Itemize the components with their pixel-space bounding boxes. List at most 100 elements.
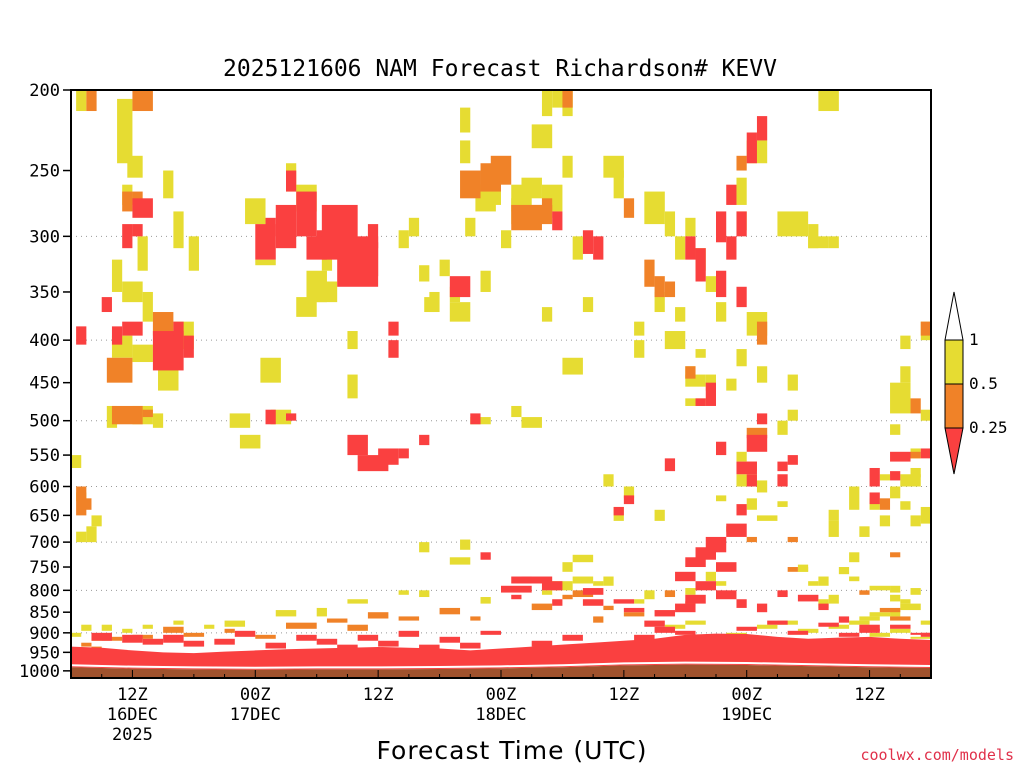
- ri-cell: [501, 230, 512, 249]
- ri-cell: [777, 211, 809, 237]
- ri-cell: [81, 498, 92, 510]
- ri-cell: [797, 567, 809, 572]
- ri-cell: [910, 515, 921, 527]
- ri-cell: [664, 211, 676, 237]
- ri-cell: [634, 599, 645, 604]
- ri-cell: [716, 211, 727, 243]
- ri-cell: [439, 259, 450, 277]
- ri-cell: [920, 506, 931, 521]
- ri-cell: [828, 594, 839, 604]
- ri-cell: [869, 585, 891, 591]
- ri-cell: [91, 632, 112, 641]
- ri-cell: [879, 498, 891, 510]
- ri-cell: [122, 281, 143, 303]
- ri-cell: [239, 434, 261, 449]
- x-tick-label: 12Z: [608, 685, 639, 705]
- ri-cell: [224, 620, 246, 627]
- ri-cell: [859, 616, 880, 621]
- ri-cell: [869, 467, 880, 487]
- chart-title: 2025121606 NAM Forecast Richardson# KEVV: [223, 56, 777, 82]
- ri-cell: [890, 616, 911, 621]
- ri-cell: [716, 302, 727, 322]
- ri-cell: [756, 366, 768, 383]
- ri-cell: [736, 461, 757, 475]
- ri-cell: [756, 321, 768, 345]
- ri-cell: [286, 413, 297, 421]
- ri-cell: [173, 211, 184, 249]
- ri-cell: [460, 170, 481, 199]
- legend-label: 1: [969, 330, 979, 349]
- ri-cell: [685, 620, 706, 625]
- ri-cell: [664, 331, 686, 350]
- ri-cell: [562, 90, 573, 108]
- ri-cell: [388, 321, 399, 336]
- ri-cell: [890, 610, 901, 617]
- ri-cell: [787, 567, 798, 572]
- ri-cell: [378, 640, 399, 647]
- y-tick-label: 1000: [19, 662, 60, 682]
- ri-cell: [859, 526, 870, 537]
- ri-cell: [470, 616, 481, 621]
- ri-cell: [910, 636, 931, 639]
- ri-cell: [603, 155, 624, 178]
- ri-cell: [117, 98, 133, 164]
- ri-cell: [582, 230, 594, 254]
- ri-cell: [501, 585, 532, 593]
- ri-cell: [736, 286, 747, 308]
- legend-swatch-0.5-1: [944, 339, 964, 385]
- ri-cell: [265, 642, 286, 649]
- ri-cell: [439, 607, 461, 615]
- ri-cell: [562, 634, 583, 641]
- ri-cell: [890, 486, 901, 499]
- ri-cell: [808, 236, 829, 249]
- y-tick-label: 350: [29, 283, 60, 303]
- ri-cell: [675, 571, 696, 582]
- ri-cell: [869, 612, 891, 617]
- ri-cell: [705, 276, 716, 292]
- ri-cell: [188, 236, 199, 271]
- y-tick-label: 400: [29, 331, 60, 351]
- y-tick-label: 650: [29, 506, 60, 526]
- ri-cell: [756, 480, 768, 493]
- ri-cell: [869, 492, 880, 505]
- ri-cell: [931, 349, 941, 358]
- ri-cell: [603, 576, 614, 586]
- ri-cell: [490, 155, 512, 185]
- ri-cell: [521, 576, 553, 584]
- ri-cell: [101, 624, 112, 631]
- ri-cell: [122, 191, 133, 212]
- ri-cell: [746, 498, 757, 510]
- ri-cell: [562, 155, 573, 178]
- y-tick-label: 250: [29, 162, 60, 182]
- ri-cell: [408, 217, 420, 237]
- ri-cell: [127, 155, 143, 178]
- ri-cell: [81, 624, 92, 631]
- ri-cell: [541, 307, 553, 322]
- x-tick-label: 17DEC: [230, 705, 281, 725]
- ri-cell: [531, 640, 553, 647]
- ri-cell: [531, 603, 553, 611]
- ri-cell: [204, 624, 215, 629]
- ri-cell: [562, 594, 573, 600]
- ri-cell: [736, 177, 747, 205]
- ri-cell: [229, 413, 251, 428]
- ri-cell: [593, 616, 604, 623]
- ri-cell: [756, 624, 778, 629]
- ri-cell: [511, 594, 522, 600]
- ri-cell: [449, 557, 471, 565]
- ri-cell: [746, 536, 757, 543]
- ri-cell: [890, 424, 901, 435]
- ri-cell: [787, 374, 798, 391]
- ri-cell: [797, 594, 819, 602]
- ri-cell: [695, 349, 706, 358]
- ri-cell: [797, 628, 819, 633]
- ri-cell: [71, 632, 82, 637]
- ri-cell: [756, 515, 778, 521]
- ri-cell: [111, 326, 123, 345]
- ri-cell: [541, 581, 563, 591]
- ri-cell: [869, 632, 891, 637]
- ri-cell: [705, 382, 716, 406]
- ri-cell: [644, 259, 655, 287]
- ri-cell: [603, 605, 614, 611]
